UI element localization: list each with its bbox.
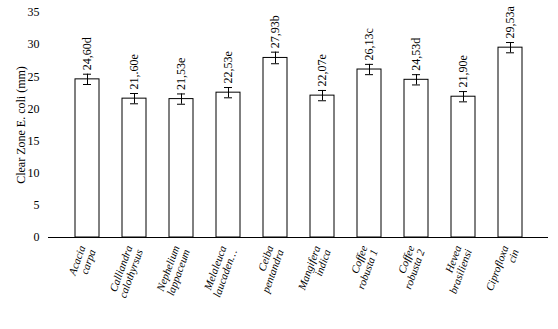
svg-text:22,53e: 22,53e <box>221 51 235 83</box>
svg-text:30: 30 <box>28 37 40 51</box>
svg-text:Clear Zone E. coli (mm): Clear Zone E. coli (mm) <box>14 66 28 184</box>
svg-text:Coffeerobusta 2: Coffeerobusta 2 <box>391 243 427 290</box>
svg-text:Acaciacarpa: Acaciacarpa <box>65 243 98 281</box>
svg-text:20: 20 <box>28 102 40 116</box>
svg-text:24,53d: 24,53d <box>409 38 423 71</box>
svg-text:26,13c: 26,13c <box>362 28 376 60</box>
svg-text:0: 0 <box>34 230 40 244</box>
svg-text:15: 15 <box>28 134 40 148</box>
svg-text:35: 35 <box>28 5 40 19</box>
svg-text:Coffeerobusta 1: Coffeerobusta 1 <box>344 244 380 291</box>
svg-text:21,90e: 21,90e <box>456 55 470 87</box>
svg-text:10: 10 <box>28 166 40 180</box>
svg-text:Calliandracalothyrsus: Calliandracalothyrsus <box>106 243 145 299</box>
svg-text:Nepheliumlappaceum: Nepheliumlappaceum <box>154 244 192 298</box>
svg-text:21,.60e: 21,.60e <box>127 54 141 89</box>
svg-text:27,93b: 27,93b <box>268 15 282 48</box>
svg-text:5: 5 <box>34 198 40 212</box>
svg-text:24,60d: 24,60d <box>80 37 94 70</box>
svg-text:Ceibapentandra: Ceibapentandra <box>248 243 286 295</box>
svg-text:Ciprofloxacin: Ciprofloxacin <box>483 243 521 296</box>
svg-text:Melaleucalaucaden…: Melaleucalaucaden… <box>200 243 239 298</box>
svg-text:Heveabrasiliensi: Heveabrasiliensi <box>436 243 474 295</box>
svg-text:25: 25 <box>28 70 40 84</box>
svg-text:21,53e: 21,53e <box>174 58 188 90</box>
svg-text:22,07e: 22,07e <box>315 54 329 86</box>
svg-text:Mangiferaindica: Mangiferaindica <box>295 243 333 296</box>
svg-text:29,53a: 29,53a <box>503 6 517 39</box>
